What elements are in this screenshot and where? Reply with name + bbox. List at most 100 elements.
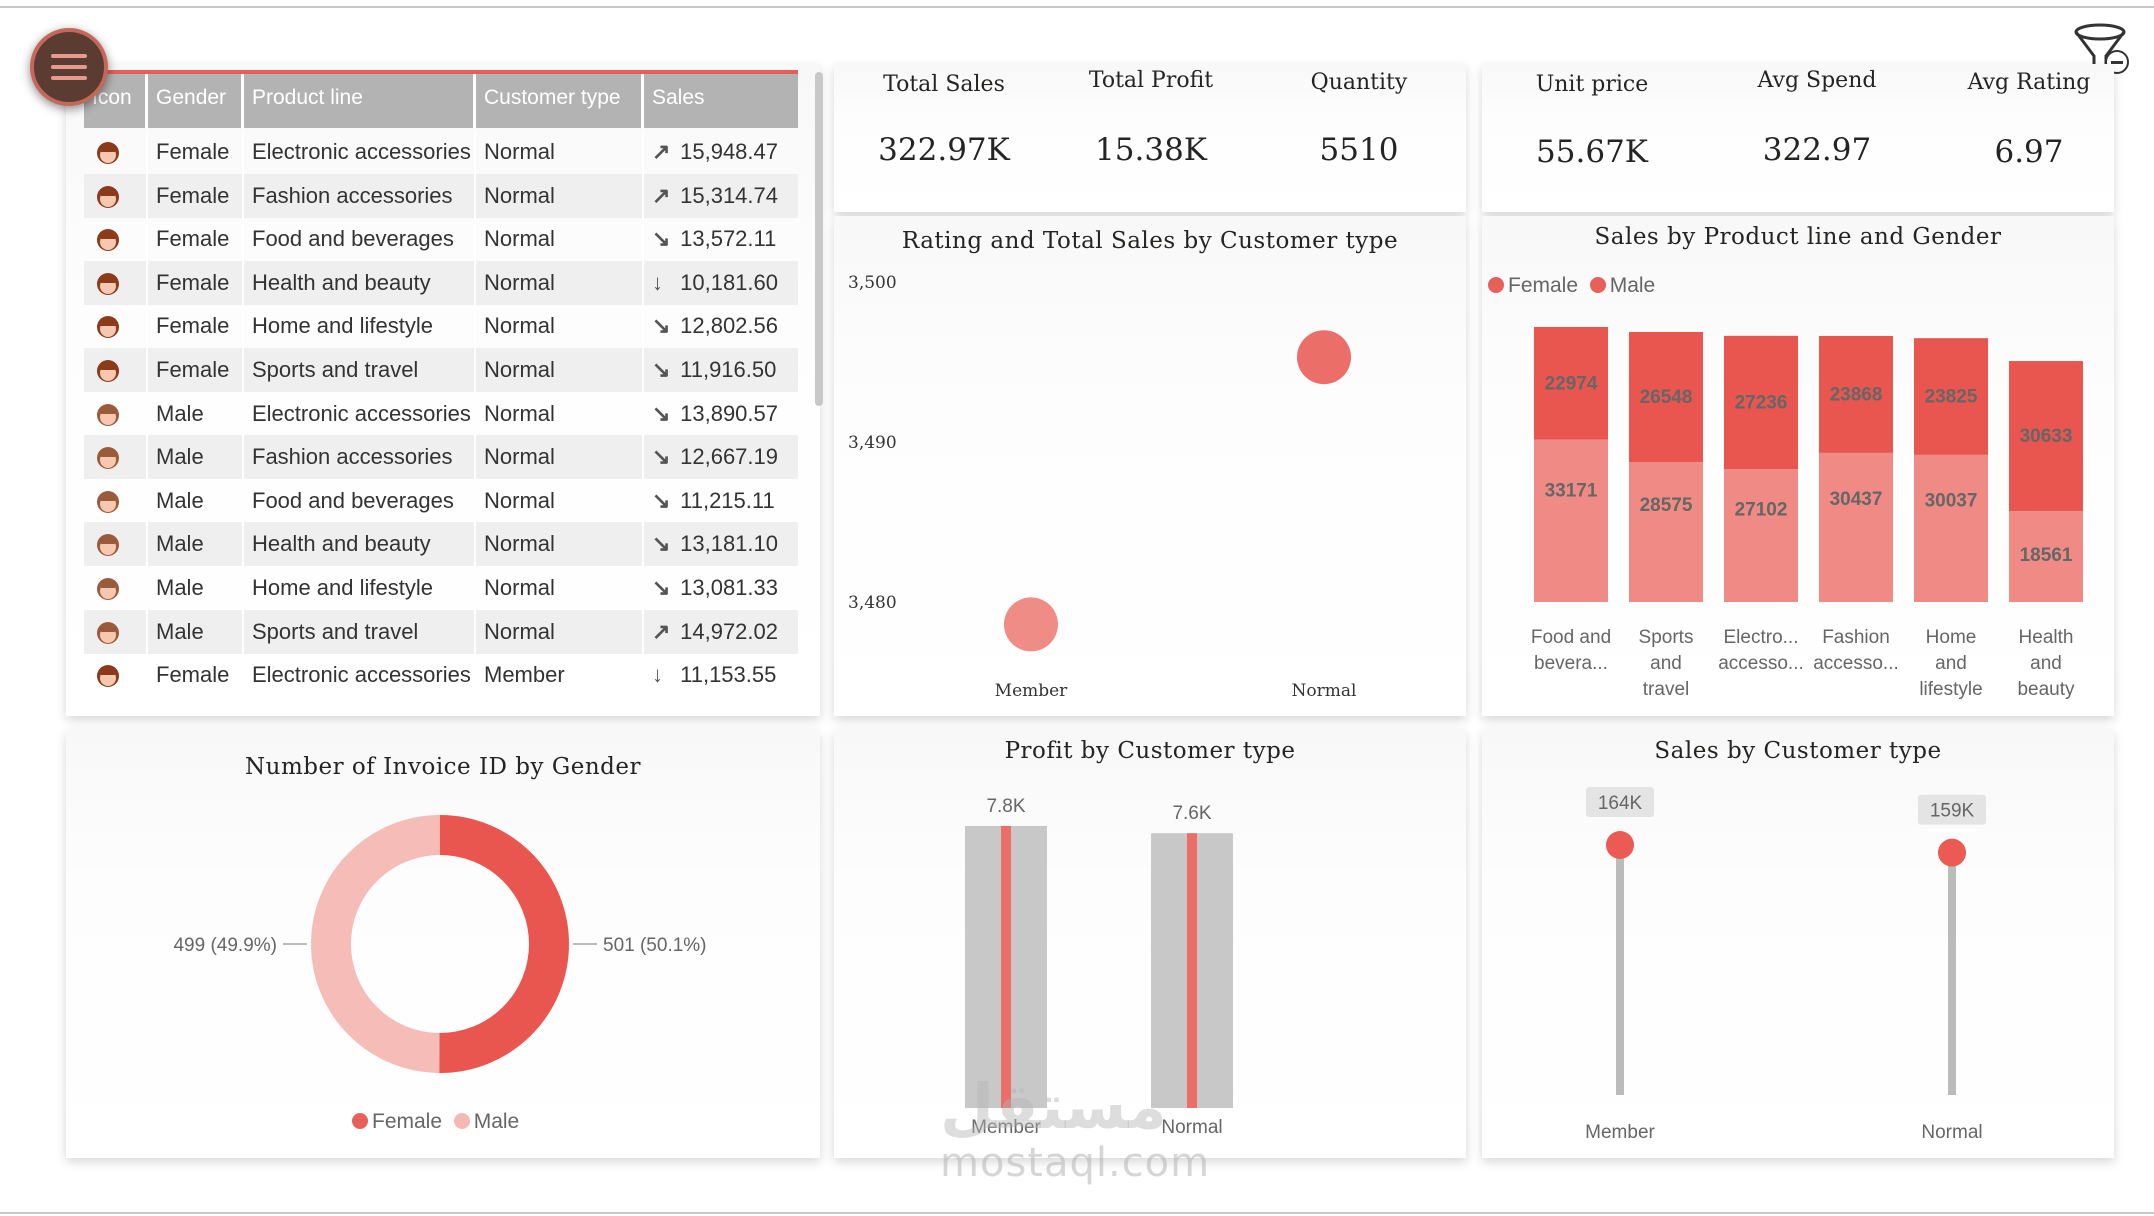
table-row[interactable]: Female Fashion accessories Normal ↗ 15,314.…	[84, 173, 798, 218]
chart-title: Profit by Customer type	[1004, 738, 1296, 764]
gender-cell: Male	[148, 435, 244, 480]
rating-sales-chart-panel[interactable]: Rating and Total Sales by Customer type …	[834, 216, 1466, 716]
profit-ctype-bars[interactable]: 7.8K Member 7.6K Normal	[834, 730, 1466, 1158]
lollipop-head	[1938, 838, 1966, 867]
data-label: 18561	[2020, 545, 2073, 566]
sales-value: 14,972.02	[680, 618, 778, 644]
trend-arrow-icon: ↘	[652, 487, 671, 513]
col-header-gender[interactable]: Gender	[148, 74, 244, 128]
table-row[interactable]: Female Electronic accessories Normal ↗ 15,9…	[84, 130, 798, 174]
bar-segment-male	[1914, 338, 1988, 455]
female-avatar-icon	[97, 142, 119, 164]
bar-segment-female	[1724, 469, 1798, 602]
kpi-label-avg-rating: Avg Rating	[1967, 70, 2091, 95]
gender-cell: Female	[148, 348, 244, 392]
icon-cell	[84, 173, 148, 218]
profit-ctype-chart-panel[interactable]: Profit by Customer type 7.8K Member 7.6K No…	[834, 730, 1466, 1158]
product-gender-stacked-bars[interactable]: 33171 22974 Food and bevera... 28575 26548 Spo…	[1482, 216, 2114, 716]
male-avatar-icon	[97, 621, 119, 644]
sales-value: 10,181.60	[680, 269, 778, 295]
y-tick-label: 3,490	[848, 433, 897, 453]
x-tick-label: accesso...	[1813, 653, 1899, 674]
table-row[interactable]: Female Sports and travel Normal ↘ 11,916.50	[84, 348, 798, 392]
kpi-value-unit-price: 55.67K	[1536, 134, 1648, 170]
table-row[interactable]: Male Food and beverages Normal ↘ 11,215.11	[84, 478, 798, 523]
product-gender-chart-panel[interactable]: Sales by Product line and Gender Female …	[1482, 216, 2114, 716]
x-tick-label: Normal	[1292, 681, 1357, 701]
customer-type-cell: Normal	[476, 435, 644, 480]
table-scrollbar[interactable]	[815, 72, 823, 406]
x-tick-label: Home	[1926, 627, 1977, 648]
icon-cell	[84, 435, 148, 480]
bar-marker	[1187, 833, 1197, 1108]
sales-ctype-chart-panel[interactable]: Sales by Customer type 164K Member 159K Nor…	[1482, 730, 2114, 1158]
trend-arrow-icon: ↘	[652, 575, 671, 600]
sales-cell: ↘ 13,572.11	[644, 217, 798, 261]
female-avatar-icon	[97, 229, 119, 252]
col-header-icon[interactable]: Icon	[84, 74, 148, 128]
data-label: 23868	[1830, 384, 1883, 405]
y-tick-label: 3,480	[848, 593, 897, 613]
gender-cell: Female	[148, 304, 244, 349]
product-line-cell: Sports and travel	[244, 609, 476, 654]
table-row[interactable]: Male Sports and travel Normal ↗ 14,972.02	[84, 609, 798, 654]
gender-cell: Female	[148, 130, 244, 174]
product-line-cell: Health and beauty	[244, 260, 476, 305]
kpi-value-avg-rating: 6.97	[1994, 134, 2064, 170]
table-row[interactable]: Male Electronic accessories Normal ↘ 13,890…	[84, 391, 798, 436]
trend-arrow-icon: ↗	[652, 182, 671, 208]
table-row[interactable]: Male Home and lifestyle Normal ↘ 13,081.33	[84, 566, 798, 610]
table-row[interactable]: Female Electronic accessories Member ↓ 11,1…	[84, 653, 798, 698]
x-tick-label: beauty	[2017, 679, 2075, 700]
trend-arrow-icon: ↗	[652, 618, 671, 644]
kpi-value-quantity: 5510	[1319, 132, 1399, 168]
gender-cell: Female	[148, 653, 244, 698]
icon-cell	[84, 260, 148, 305]
legend-swatch-male	[1589, 277, 1606, 293]
col-header-customer-type[interactable]: Customer type	[476, 74, 644, 128]
kpi-label-avg-spend: Avg Spend	[1757, 68, 1877, 93]
x-tick-label: Member	[995, 681, 1069, 701]
bar-segment-female	[1914, 454, 1988, 602]
kpi-label-total-sales: Total Sales	[883, 72, 1005, 97]
sales-value: 13,572.11	[680, 226, 777, 252]
data-label: 33171	[1545, 480, 1598, 501]
invoice-gender-chart-panel[interactable]: Number of Invoice ID by Gender 501 (50.1…	[66, 730, 820, 1158]
customer-type-cell: Normal	[476, 391, 644, 436]
male-avatar-icon	[97, 490, 119, 513]
sales-value: 13,181.10	[680, 531, 778, 557]
col-header-product-line[interactable]: Product line	[244, 74, 476, 128]
bar-segment-male	[1629, 332, 1703, 463]
sales-value: 15,314.74	[680, 182, 778, 208]
menu-button[interactable]	[30, 28, 108, 106]
trend-arrow-icon: ↓	[652, 662, 663, 688]
invoice-gender-donut[interactable]: 501 (50.1%) 499 (49.9%)	[66, 730, 820, 1158]
chart-legend: Female Male	[1488, 274, 1655, 298]
donut-slice	[310, 815, 441, 1073]
product-line-cell: Electronic accessories	[244, 130, 476, 174]
sales-value: 13,081.33	[680, 575, 778, 600]
sales-cell: ↓ 10,181.60	[644, 261, 798, 305]
sales-ctype-lollipop[interactable]: 164K Member 159K Normal	[1482, 730, 2114, 1158]
table-row[interactable]: Male Fashion accessories Normal ↘ 12,667.19	[84, 435, 798, 480]
customer-type-cell: Normal	[476, 173, 644, 218]
chart-title: Sales by Customer type	[1654, 738, 1942, 764]
table-header: Icon Gender Product line Customer type S…	[84, 70, 798, 128]
trend-arrow-icon: ↘	[652, 400, 671, 426]
sales-value: 13,890.57	[680, 400, 778, 426]
table-row[interactable]: Female Health and beauty Normal ↓ 10,181.60	[84, 260, 798, 305]
table-row[interactable]: Male Health and beauty Normal ↘ 13,181.10	[84, 522, 798, 567]
table-row[interactable]: Female Home and lifestyle Normal ↘ 12,802.5…	[84, 304, 798, 349]
data-label: 22974	[1545, 373, 1598, 394]
data-label: 30437	[1830, 489, 1883, 510]
rating-sales-scatter[interactable]: 3,500 3,490 3,480 Member Normal	[834, 216, 1466, 716]
product-line-cell: Home and lifestyle	[244, 566, 476, 610]
legend-label-male: Male	[1609, 274, 1656, 297]
x-tick-label: lifestyle	[1919, 679, 1982, 700]
table-row[interactable]: Female Food and beverages Normal ↘ 13,572.1…	[84, 217, 798, 262]
scatter-point	[1297, 330, 1351, 385]
col-header-sales[interactable]: Sales	[652, 86, 705, 109]
gender-cell: Male	[148, 478, 244, 523]
bar-segment-male	[1534, 327, 1608, 440]
trend-arrow-icon: ↘	[652, 357, 671, 382]
